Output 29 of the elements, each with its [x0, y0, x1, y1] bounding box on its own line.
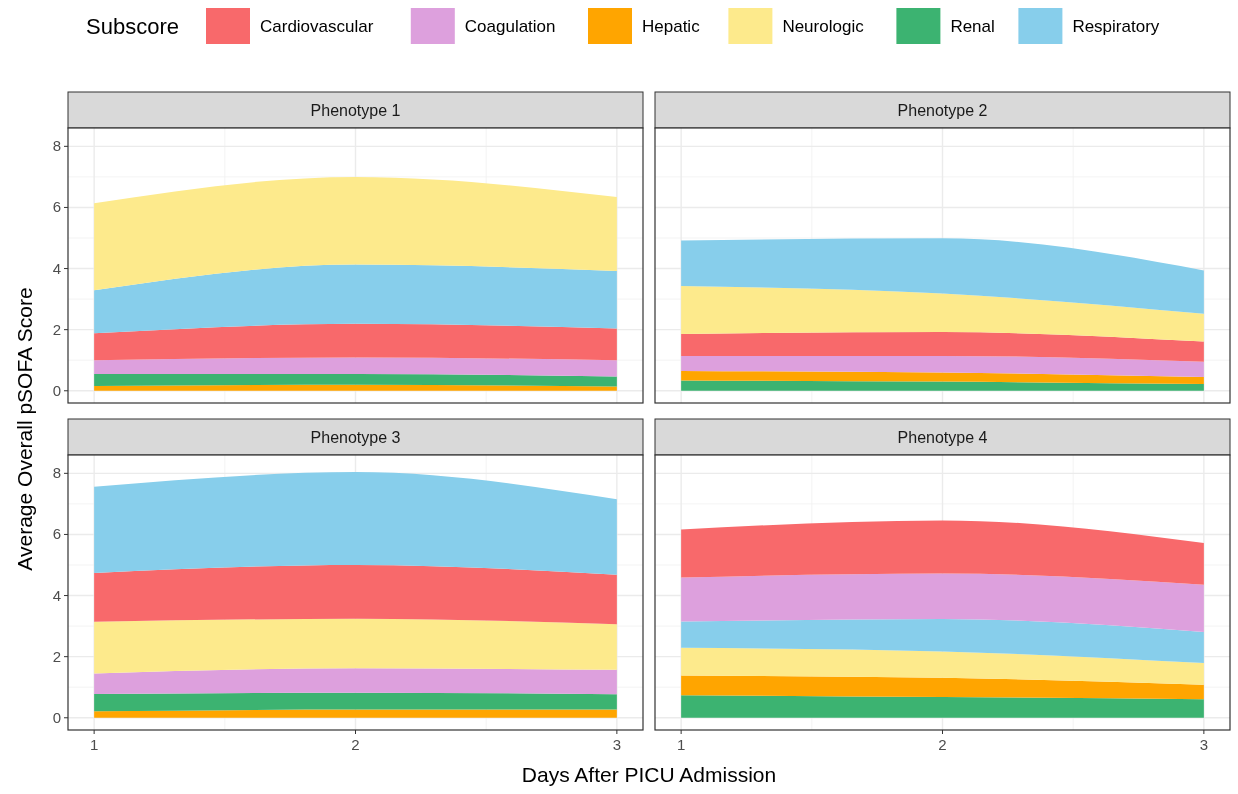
x-tick-label: 2: [351, 736, 360, 753]
y-tick-label: 0: [52, 381, 61, 399]
y-tick-label: 2: [52, 647, 61, 665]
legend-title: Subscore: [86, 14, 179, 39]
y-tick-label: 4: [52, 259, 61, 277]
x-tick-label: 2: [938, 736, 947, 753]
x-tick-label: 3: [1199, 736, 1209, 753]
y-tick-label: 8: [52, 137, 61, 155]
y-tick-label: 0: [52, 708, 61, 726]
legend-label: Hepatic: [642, 17, 701, 36]
y-tick-label: 2: [52, 320, 61, 338]
y-tick-label: 6: [52, 198, 61, 216]
x-tick-label: 1: [676, 736, 686, 753]
chart-title: Phenotype 4: [897, 429, 988, 446]
y-tick-label: 6: [52, 525, 61, 543]
y-tick-label: 8: [52, 464, 61, 482]
chart-title: Phenotype 2: [897, 102, 988, 119]
legend-label: Renal: [950, 17, 995, 36]
y-tick-label: 4: [52, 586, 61, 604]
legend-label: Cardiovascular: [260, 17, 374, 36]
y-axis-title: Average Overall pSOFA Score: [13, 287, 36, 571]
x-tick-label: 3: [612, 736, 622, 753]
chart-title: Phenotype 3: [310, 429, 401, 446]
legend-label: Respiratory: [1072, 17, 1160, 36]
legend-label: Neurologic: [782, 17, 865, 36]
x-tick-label: 1: [89, 736, 99, 753]
x-axis-title: Days After PICU Admission: [521, 763, 777, 786]
legend-label: Coagulation: [464, 17, 556, 36]
chart-title: Phenotype 1: [310, 102, 401, 119]
